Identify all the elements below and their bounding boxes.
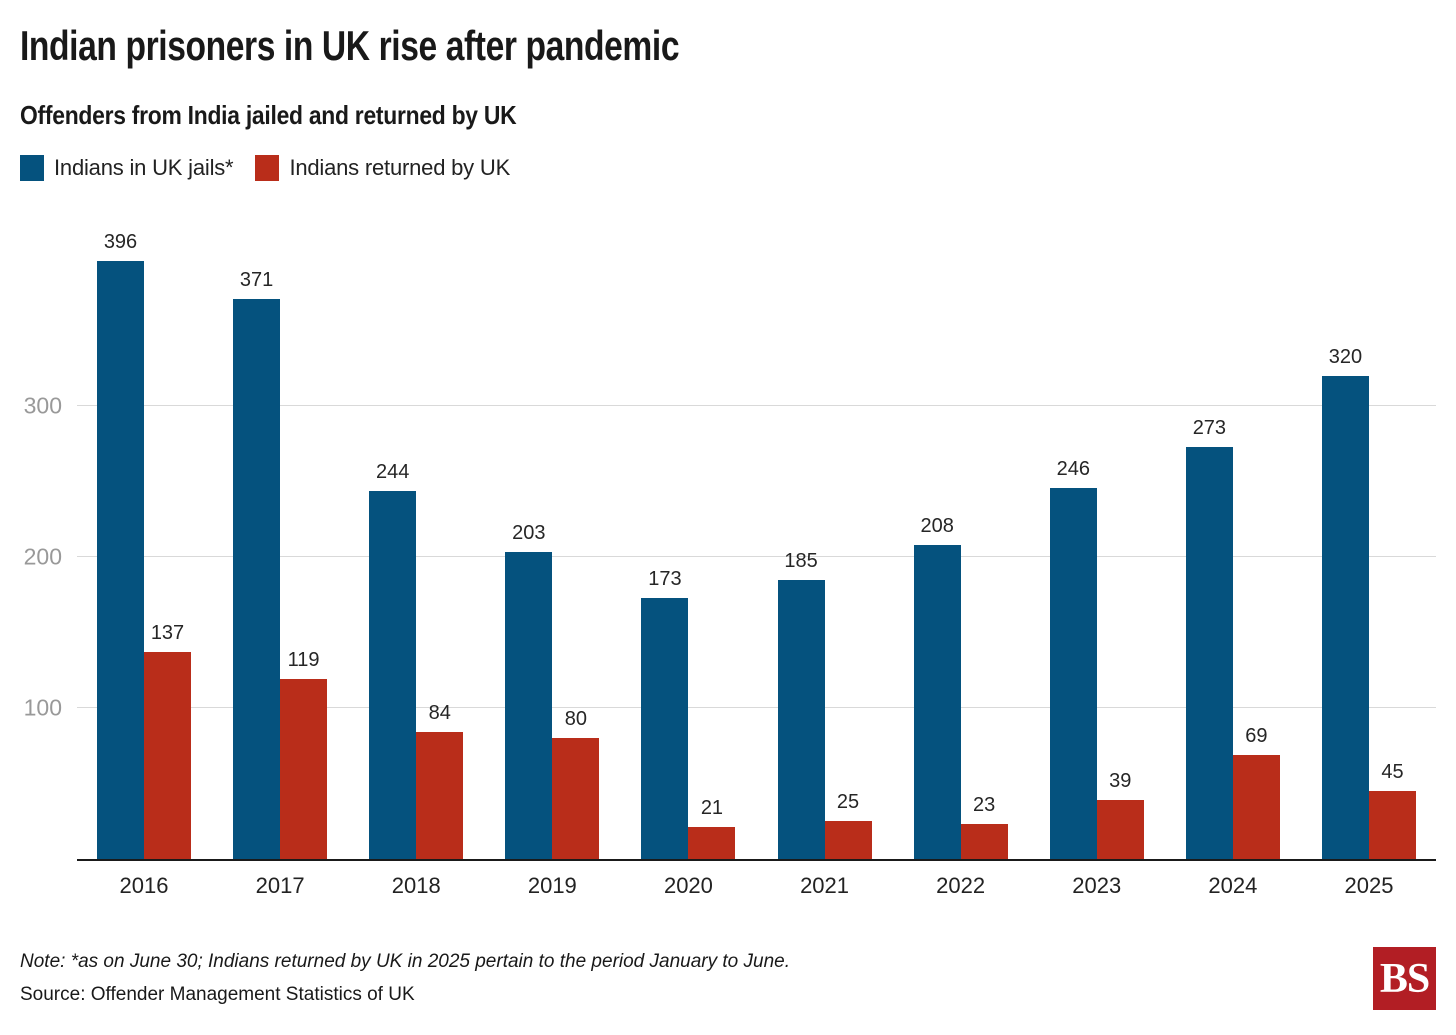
bar-jails-2016: 396 [97, 231, 144, 859]
bar-returned-2024: 69 [1232, 725, 1280, 859]
year-group-2025: 320 45 2025 [1321, 346, 1416, 898]
year-group-2016: 396 137 2016 [97, 231, 191, 898]
chart-subtitle: Offenders from India jailed and returned… [20, 100, 517, 130]
x-axis-label-2025: 2025 [1344, 873, 1394, 898]
x-axis-label-2024: 2024 [1208, 873, 1258, 898]
bar-value-jails-2020: 173 [648, 568, 682, 590]
note-text: Note: *as on June 30; Indians returned b… [20, 951, 791, 972]
gridline-200 [77, 556, 1436, 557]
plot-area: 100 200 300 396 137 2016 371 119 2017 244 84 2018 20… [24, 201, 1436, 898]
bar-returned-2016: 137 [144, 622, 191, 859]
legend-item-returned: Indians returned by UK [255, 155, 510, 181]
bar-returned-2025: 45 [1368, 761, 1416, 859]
legend-swatch-blue-icon [20, 155, 44, 181]
year-group-2024: 273 69 2024 [1185, 417, 1280, 898]
bar-jails-2017: 371 [233, 269, 281, 859]
source-text: Source: Offender Management Statistics o… [20, 984, 415, 1006]
legend-item-jails: Indians in UK jails* [20, 155, 234, 181]
y-axis-label-200: 200 [23, 543, 62, 570]
bar-value-jails-2022: 208 [920, 515, 954, 537]
gridline-300 [77, 405, 1436, 406]
year-group-2017: 371 119 2017 [233, 269, 328, 898]
year-group-2023: 246 39 2023 [1049, 458, 1144, 898]
y-axis-label-300: 300 [23, 392, 62, 419]
legend: Indians in UK jails* Indians returned by… [20, 155, 1436, 181]
legend-label-returned: Indians returned by UK [289, 155, 511, 180]
x-axis-label-2017: 2017 [255, 873, 305, 898]
bar-value-jails-2023: 246 [1056, 458, 1090, 480]
bar-jails-2025: 320 [1321, 346, 1369, 859]
x-axis-label-2022: 2022 [936, 873, 986, 898]
bar-value-jails-2018: 244 [376, 461, 410, 483]
bar-returned-2023: 39 [1096, 770, 1144, 859]
bar-value-returned-2022: 23 [973, 794, 996, 816]
bar-value-returned-2021: 25 [836, 791, 860, 813]
bar-jails-2022: 208 [913, 515, 961, 859]
bar-value-jails-2017: 371 [239, 269, 274, 291]
bar-value-jails-2024: 273 [1192, 417, 1227, 439]
bar-returned-2017: 119 [280, 649, 328, 859]
bar-returned-2019: 80 [552, 708, 600, 859]
x-axis-label-2016: 2016 [119, 873, 169, 898]
bar-chart: 100 200 300 396 137 2016 371 119 2017 244 84 2018 20… [20, 201, 1436, 898]
year-group-2020: 173 21 2020 [641, 568, 736, 898]
bar-jails-2018: 244 [369, 461, 417, 859]
year-group-2022: 208 23 2022 [913, 515, 1008, 898]
bar-value-returned-2020: 21 [700, 797, 724, 819]
bar-returned-2022: 23 [960, 794, 1008, 859]
x-axis-label-2020: 2020 [663, 873, 713, 898]
bs-logo: BS [1373, 947, 1436, 1010]
chart-title: Indian prisoners in UK rise after pandem… [20, 22, 680, 69]
bar-jails-2024: 273 [1185, 417, 1233, 859]
bar-value-returned-2016: 137 [150, 622, 185, 644]
bar-value-returned-2024: 69 [1245, 725, 1268, 747]
bar-returned-2021: 25 [824, 791, 872, 859]
gridline-100 [77, 707, 1436, 708]
bar-returned-2020: 21 [688, 797, 736, 859]
footer-text-block: Note: *as on June 30; Indians returned b… [20, 947, 790, 1010]
bar-value-jails-2021: 185 [784, 550, 818, 572]
legend-label-jails: Indians in UK jails* [54, 155, 234, 180]
x-axis-label-2019: 2019 [527, 873, 577, 898]
bar-value-jails-2019: 203 [512, 522, 546, 544]
bar-jails-2023: 246 [1049, 458, 1097, 859]
bar-jails-2020: 173 [641, 568, 689, 859]
bar-value-returned-2018: 84 [428, 702, 451, 724]
bar-value-returned-2023: 39 [1109, 770, 1132, 792]
bar-value-jails-2025: 320 [1328, 346, 1363, 368]
bar-returned-2018: 84 [416, 702, 464, 859]
x-axis-label-2023: 2023 [1072, 873, 1122, 898]
bar-value-jails-2016: 396 [103, 231, 138, 253]
bar-jails-2019: 203 [505, 522, 553, 859]
y-axis-label-100: 100 [23, 694, 62, 721]
bar-value-returned-2025: 45 [1381, 761, 1404, 783]
bar-groups: 396 137 2016 371 119 2017 244 84 2018 203 80 2019 17… [77, 201, 1436, 898]
year-group-2018: 244 84 2018 [369, 461, 464, 898]
bar-value-returned-2019: 80 [564, 708, 587, 730]
bar-value-returned-2017: 119 [287, 649, 320, 671]
footer: Note: *as on June 30; Indians returned b… [20, 947, 1436, 1010]
x-axis-label-2018: 2018 [391, 873, 441, 898]
year-group-2021: 185 25 2021 [777, 550, 872, 898]
bar-jails-2021: 185 [777, 550, 825, 859]
legend-swatch-red-icon [255, 155, 280, 181]
year-group-2019: 203 80 2019 [505, 522, 600, 898]
x-axis-label-2021: 2021 [800, 873, 850, 898]
